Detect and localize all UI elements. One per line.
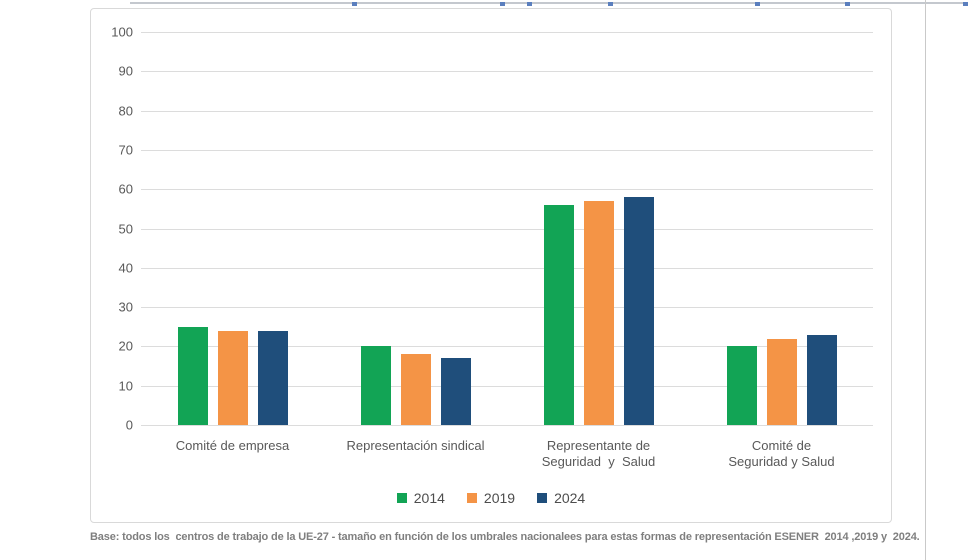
- clipped-text-speck: [527, 2, 532, 6]
- clipped-title-remnant: [130, 2, 968, 6]
- legend-label: 2019: [483, 490, 516, 506]
- bar-2024-group-1: [257, 330, 288, 425]
- x-axis-category-label: Representación sindical: [346, 438, 485, 453]
- bar-2019-group-1: [217, 330, 248, 425]
- y-axis-tick-label: 80: [118, 103, 133, 119]
- x-axis-category-label: Comité de empresa: [175, 438, 290, 453]
- gridline-40: [141, 267, 873, 269]
- bar-2014-group-1: [177, 326, 208, 425]
- legend-item-2014: 2014: [396, 490, 445, 506]
- legend-swatch-2024: [537, 493, 548, 503]
- chart-caption: Base: todos los centros de trabajo de la…: [90, 531, 920, 543]
- legend: 2014 2019 2024: [91, 490, 891, 506]
- page-edge-line: [925, 0, 926, 560]
- bar-2014-group-2: [360, 346, 391, 425]
- bar-2024-group-2: [440, 358, 471, 425]
- bar-group-3: [543, 197, 654, 425]
- gridline-70: [141, 149, 873, 151]
- legend-swatch-2019: [466, 493, 477, 503]
- y-axis-tick-label: 50: [118, 221, 133, 236]
- y-axis-tick-label: 60: [118, 181, 133, 197]
- legend-label: 2014: [413, 490, 445, 506]
- gridline-90: [141, 71, 873, 73]
- bar-2024-group-4: [806, 334, 837, 425]
- legend-label: 2024: [554, 490, 586, 506]
- gridline-60: [141, 189, 873, 191]
- x-axis-category-label: Comité de Seguridad y Salud: [728, 438, 835, 469]
- clipped-text-speck: [608, 2, 613, 6]
- chart-panel: 2014 2019 2024 0 10 20 30 40 50 60 70 80 90 100 Comit…: [90, 8, 892, 523]
- bar-2019-group-3: [583, 201, 614, 425]
- y-axis-tick-label: 100: [111, 24, 133, 40]
- legend-swatch-2014: [396, 493, 407, 503]
- bar-group-4: [726, 334, 837, 425]
- gridline-0: [141, 425, 873, 426]
- gridline-100: [141, 32, 873, 33]
- clipped-text-speck: [500, 2, 505, 6]
- plot-area: [141, 32, 873, 426]
- legend-item-2024: 2024: [537, 490, 585, 506]
- clipped-text-speck: [755, 2, 760, 6]
- bar-group-2: [360, 346, 471, 425]
- gridline-50: [141, 228, 873, 230]
- clipped-text-speck: [845, 2, 850, 6]
- clipped-text-speck: [352, 2, 357, 6]
- y-axis-tick-label: 70: [118, 142, 133, 158]
- y-axis-tick-label: 90: [118, 63, 133, 79]
- y-axis-tick-label: 30: [118, 299, 133, 315]
- bar-group-1: [177, 326, 288, 425]
- legend-item-2019: 2019: [466, 490, 516, 506]
- y-axis-tick-label: 0: [125, 417, 133, 433]
- gridline-80: [141, 110, 873, 112]
- bar-2019-group-4: [766, 338, 797, 425]
- clipped-text-speck: [963, 2, 968, 6]
- gridline-10: [141, 385, 873, 387]
- gridline-20: [141, 346, 873, 348]
- gridline-30: [141, 307, 873, 309]
- bar-2024-group-3: [623, 197, 654, 425]
- y-axis-tick-label: 40: [118, 260, 133, 276]
- bar-2014-group-4: [726, 346, 757, 425]
- bar-2014-group-3: [543, 204, 574, 425]
- bar-2019-group-2: [400, 354, 431, 425]
- y-axis-tick-label: 20: [118, 338, 133, 354]
- y-axis-tick-label: 10: [118, 378, 133, 394]
- x-axis-category-label: Representante de Seguridad y Salud: [541, 438, 656, 469]
